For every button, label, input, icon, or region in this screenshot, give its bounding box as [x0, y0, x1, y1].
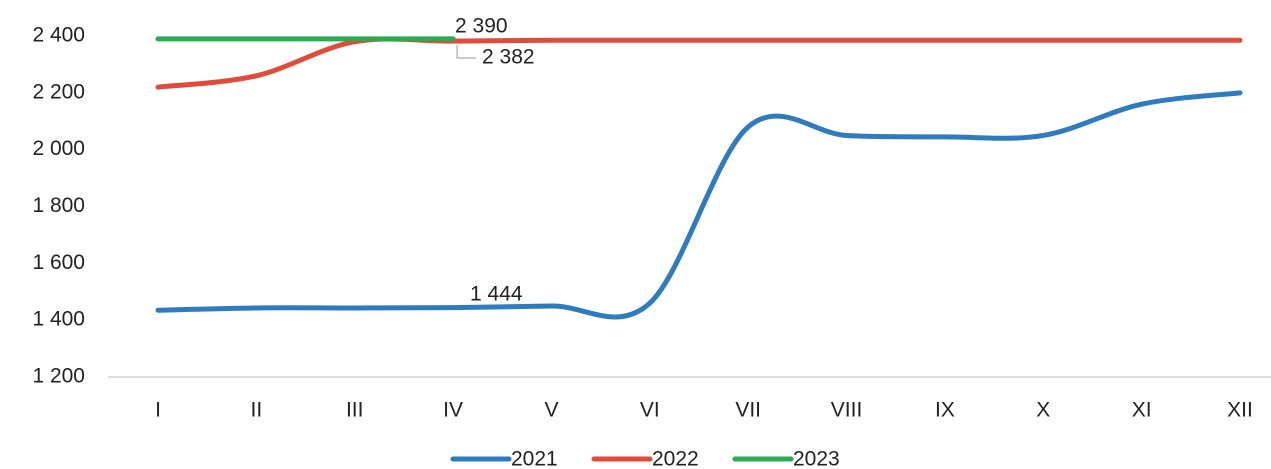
data-label: 1 444 [470, 283, 523, 306]
x-tick-label: II [251, 399, 263, 422]
data-label: 2 390 [455, 15, 508, 38]
y-tick-label: 2 200 [32, 80, 85, 103]
series-line [155, 90, 1243, 320]
x-tick-label: X [1036, 399, 1050, 422]
x-tick-label: VI [640, 399, 660, 422]
y-tick-label: 2 400 [32, 24, 85, 47]
y-tick-label: 1 600 [32, 251, 85, 274]
y-tick-label: 1 400 [32, 308, 85, 331]
legend-label: 2022 [652, 448, 699, 469]
y-tick-label: 1 200 [32, 365, 85, 388]
x-tick-label: V [544, 399, 558, 422]
x-tick-label: IX [935, 399, 955, 422]
leader-line [456, 45, 476, 59]
x-tick-label: VIII [831, 399, 863, 422]
x-tick-label: VII [735, 399, 761, 422]
y-tick-label: 2 000 [32, 137, 85, 160]
legend-label: 2023 [793, 448, 840, 469]
x-tick-label: XI [1132, 399, 1152, 422]
legend-label: 2021 [511, 448, 558, 469]
x-tick-label: III [346, 399, 364, 422]
series-line [155, 36, 1243, 90]
x-tick-label: XII [1227, 399, 1253, 422]
data-label: 2 382 [482, 46, 535, 69]
x-tick-label: IV [443, 399, 463, 422]
x-tick-label: I [155, 399, 161, 422]
y-tick-label: 1 800 [32, 194, 85, 217]
